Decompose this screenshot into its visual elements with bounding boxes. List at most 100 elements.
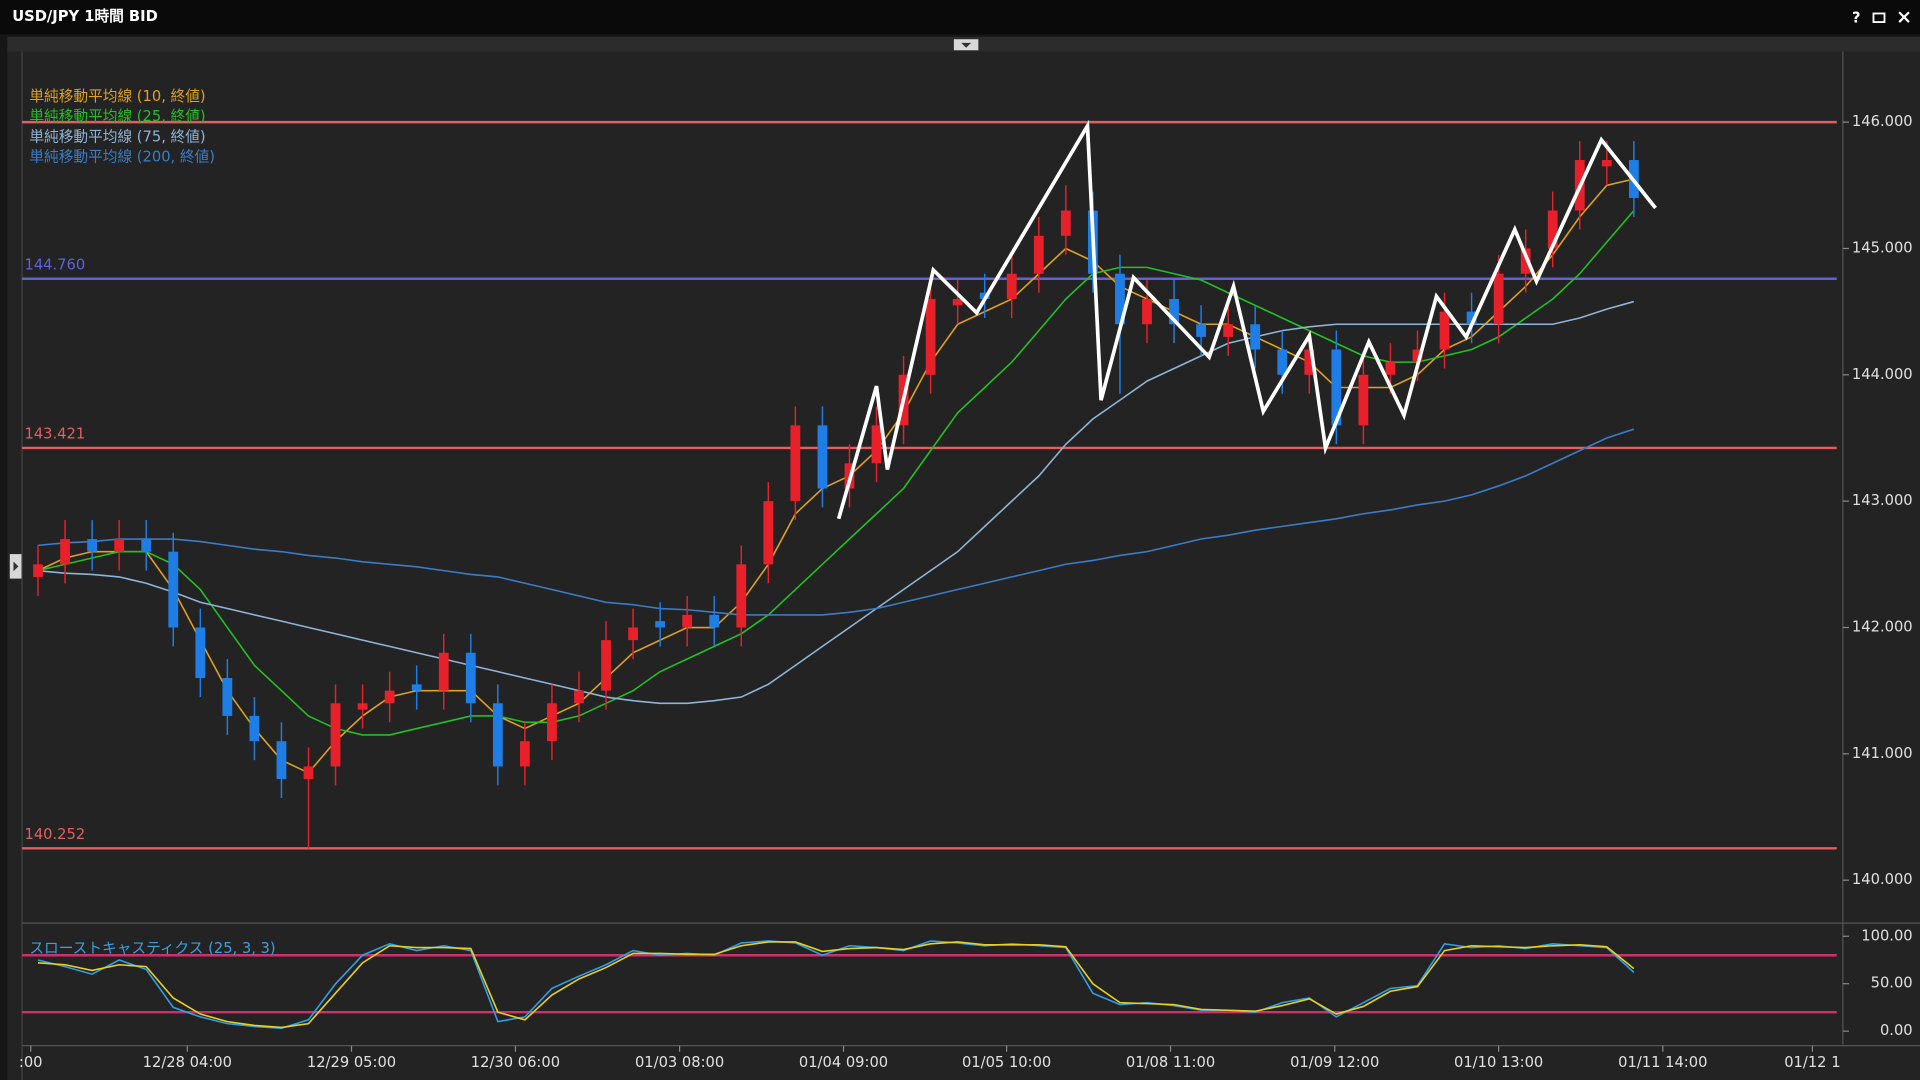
x-tick-label: :00 (19, 1054, 43, 1071)
candle-body (1196, 324, 1206, 337)
x-tick-label: 01/05 10:00 (962, 1054, 1051, 1071)
x-tick-label: 12/28 04:00 (143, 1054, 232, 1071)
plot-layer: 144.760 143.421 140.252 140.000 141.000 142.0… (19, 88, 1913, 1071)
y-tick-label: 50.00 (1871, 975, 1913, 992)
x-tick-label: 01/12 1 (1784, 1054, 1840, 1071)
candle-body (438, 652, 449, 691)
indicator-line (37, 210, 1635, 736)
candle-body (1060, 210, 1071, 236)
y-tick-label: 0.00 (1880, 1022, 1913, 1039)
candle-body (195, 627, 206, 679)
candle-body (817, 425, 828, 489)
candle-body (330, 703, 341, 767)
level-label: 143.421 (24, 425, 85, 442)
candle-body (1304, 349, 1315, 375)
x-tick-label: 01/09 12:00 (1290, 1054, 1379, 1071)
candle-body (1142, 299, 1152, 325)
candle-body (601, 640, 611, 691)
candle-body (1277, 349, 1288, 375)
panel-title: スローストキャスティクス (25, 3, 3) (29, 940, 275, 957)
candle-body (384, 690, 395, 704)
candle-body (1466, 311, 1477, 325)
candle-body (33, 564, 43, 577)
candle-body (547, 703, 557, 742)
candle-body (168, 551, 179, 628)
candle-body (790, 425, 801, 502)
title-bar (0, 0, 1920, 35)
candle-body (736, 564, 747, 628)
candle-body (357, 703, 368, 710)
candle-body (411, 684, 422, 691)
legend-entry: 単純移動平均線 (200, 終値) (29, 149, 215, 166)
candle-body (249, 715, 260, 742)
legend-entry: 単純移動平均線 (75, 終値) (29, 128, 205, 145)
candle-body (1223, 324, 1234, 337)
candle-body (1520, 248, 1531, 274)
candle-body (871, 425, 882, 464)
candle-body (1169, 299, 1179, 325)
candle-body (141, 539, 152, 552)
y-tick-label: 142.000 (1852, 618, 1913, 635)
candle-body (1547, 210, 1558, 249)
candle-body (519, 741, 530, 767)
y-tick-label: 141.000 (1852, 745, 1913, 762)
legend-entry: 単純移動平均線 (10, 終値) (29, 88, 205, 105)
candle-body (1601, 160, 1612, 167)
candle-body (1439, 311, 1450, 350)
x-tick-label: 12/29 05:00 (307, 1054, 396, 1071)
candle-body (1385, 362, 1396, 375)
x-tick-label: 01/08 11:00 (1126, 1054, 1215, 1071)
y-tick-label: 144.000 (1852, 366, 1913, 383)
help-button[interactable]: ? (1852, 9, 1861, 26)
window-title: USD/JPY 1時間 BID (12, 7, 158, 25)
candle-body (1006, 273, 1017, 300)
chart-background (7, 36, 1920, 1080)
candle-body (709, 614, 720, 628)
x-tick-label: 01/04 09:00 (799, 1054, 888, 1071)
candle-body (574, 690, 584, 704)
candle-body (60, 539, 70, 565)
close-button[interactable] (1898, 11, 1910, 23)
candle-body (628, 627, 638, 641)
x-tick-label: 01/10 13:00 (1454, 1054, 1543, 1071)
candle-body (1331, 349, 1342, 426)
level-label: 140.252 (24, 826, 85, 843)
indicator-line (37, 300, 1635, 705)
candle-body (114, 539, 125, 552)
collapse-arrow (961, 42, 972, 48)
candle-body (1493, 273, 1504, 325)
y-tick-label: 146.000 (1852, 113, 1913, 130)
zigzag-line (836, 119, 1657, 520)
candle-body (465, 652, 476, 704)
y-tick-label: 100.00 (1861, 927, 1912, 944)
candle-body (763, 501, 774, 565)
indicator-line (37, 941, 1635, 1029)
candle-body (682, 614, 693, 628)
x-tick-label: 12/30 06:00 (471, 1054, 560, 1071)
candle-body (1033, 235, 1044, 274)
candle-body (303, 766, 314, 780)
candle-body (952, 299, 963, 306)
y-tick-label: 145.000 (1852, 239, 1913, 256)
candle-body (1412, 349, 1423, 363)
side-arrow (13, 561, 19, 572)
candle-body (1250, 324, 1261, 350)
candle-body (492, 703, 503, 767)
y-tick-label: 140.000 (1852, 871, 1913, 888)
x-tick-label: 01/11 14:00 (1618, 1054, 1707, 1071)
indicator-line (37, 428, 1635, 616)
legend-entry: 単純移動平均線 (25, 終値) (29, 108, 205, 125)
y-tick-label: 143.000 (1852, 492, 1913, 509)
candle-body (1358, 374, 1369, 426)
candle-body (276, 741, 287, 780)
candle-body (925, 299, 936, 375)
candle-body (1115, 273, 1125, 325)
maximize-button[interactable] (1872, 12, 1886, 23)
candle-body (87, 539, 98, 552)
candle-body (222, 678, 233, 716)
candle-body (655, 621, 666, 628)
level-label: 144.760 (24, 256, 85, 273)
x-tick-label: 01/03 08:00 (635, 1054, 724, 1071)
